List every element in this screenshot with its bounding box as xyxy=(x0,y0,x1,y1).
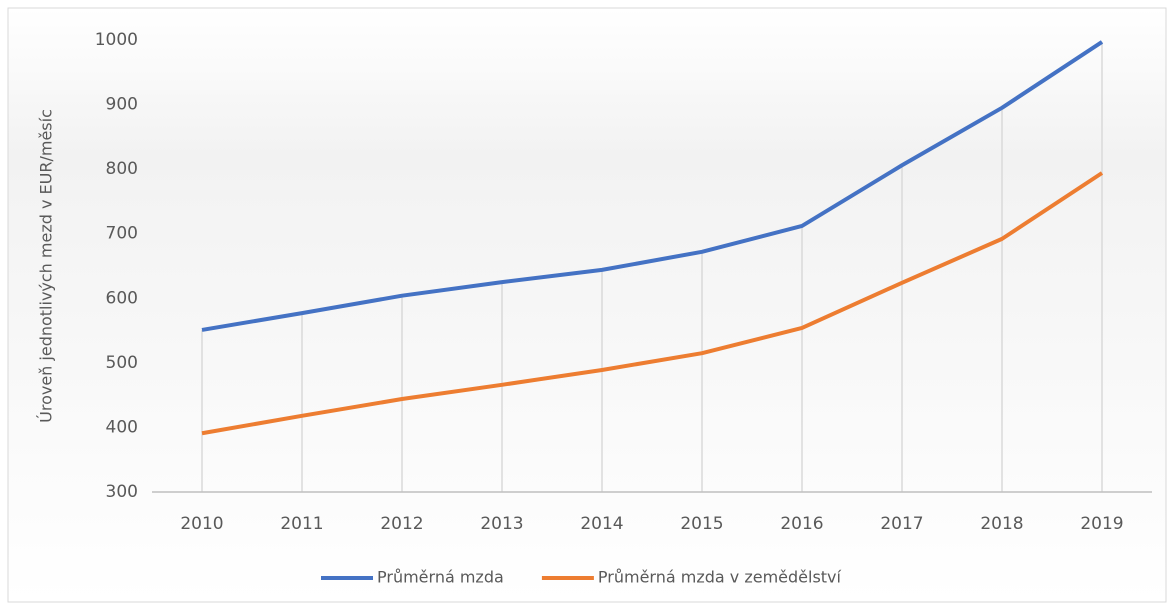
x-tick-label: 2019 xyxy=(1080,514,1123,534)
legend-label: Průměrná mzda xyxy=(377,568,504,587)
x-tick-label: 2015 xyxy=(680,514,723,534)
x-tick-label: 2018 xyxy=(980,514,1023,534)
series-line xyxy=(201,171,1104,436)
chart-frame xyxy=(7,7,1167,603)
y-tick-label: 300 xyxy=(106,482,138,502)
x-tick-label: 2013 xyxy=(480,514,523,534)
legend-label: Průměrná mzda v zemědělství xyxy=(598,568,842,587)
y-tick-label: 400 xyxy=(106,417,138,437)
x-tick-label: 2010 xyxy=(180,514,223,534)
y-tick-label: 700 xyxy=(106,224,138,244)
y-tick-label: 600 xyxy=(106,288,138,308)
y-tick-label: 1000 xyxy=(95,30,138,50)
y-tick-label: 500 xyxy=(106,353,138,373)
x-tick-label: 2011 xyxy=(280,514,323,534)
x-tick-label: 2014 xyxy=(580,514,623,534)
x-tick-label: 2016 xyxy=(780,514,823,534)
x-tick-label: 2017 xyxy=(880,514,923,534)
series-line xyxy=(201,40,1104,332)
y-tick-label: 800 xyxy=(106,159,138,179)
y-axis-label: Úroveň jednotlivých mezd v EUR/měsíc xyxy=(37,109,56,423)
x-tick-label: 2012 xyxy=(380,514,423,534)
y-tick-label: 900 xyxy=(106,95,138,115)
